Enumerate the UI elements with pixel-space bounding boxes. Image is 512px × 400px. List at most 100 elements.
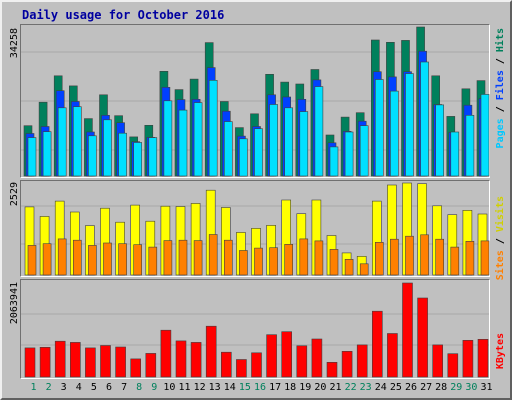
x-tick-label: 29 [450,382,463,393]
bar-sites [450,246,460,276]
bar-pages [193,102,203,177]
x-tick-label: 17 [269,382,282,393]
bar-pages [284,107,294,177]
bar-pages [178,109,188,177]
bar-pages [435,104,445,177]
bar-pages [344,131,354,177]
bar-kbytes [281,331,293,378]
x-tick-label: 30 [465,382,478,393]
bar-pages [103,119,112,177]
x-tick-label: 28 [435,382,448,393]
bar-sites [284,244,294,276]
x-tick-label: 11 [178,382,191,393]
bar-kbytes [39,346,51,378]
bar-sites [103,242,112,276]
bar-kbytes [100,345,111,378]
bar-sites [118,243,127,276]
x-tick-label: 9 [151,382,158,393]
bar-kbytes [371,310,383,378]
x-tick-label: 15 [238,382,251,393]
bar-pages [27,137,37,177]
x-tick-label: 5 [90,382,97,393]
bar-sites [254,247,263,276]
x-tick-label: 27 [420,382,433,393]
bar-sites [148,246,158,276]
bar-kbytes [160,329,172,378]
bar-sites [390,238,399,276]
bar-pages [314,86,324,177]
bar-sites [27,245,37,276]
bar-kbytes [447,353,459,378]
bar-pages [239,138,248,177]
x-tick-label: 3 [60,382,67,393]
bar-pages [224,121,233,177]
x-tick-label: 22 [344,382,357,393]
bar-sites [329,249,339,276]
bar-kbytes [205,325,217,378]
bar-pages [254,128,263,177]
bar-kbytes [175,340,187,378]
bar-pages [269,104,278,177]
x-tick-label: 19 [299,382,312,393]
x-axis-labels: 1 2 3 4 5 6 7 8 9 10 11 12 13 14 15 16 17 18 19 20 21 22 23 24 2… [20,382,492,396]
bar-kbytes [432,344,444,378]
bar-pages [299,111,309,177]
bar-sites [57,238,67,276]
bar-kbytes [477,338,489,378]
bar-pages [390,90,399,177]
bar-kbytes [130,358,141,378]
x-tick-label: 10 [163,382,176,393]
bar-sites [344,258,354,276]
bar-sites [163,240,173,276]
bar-pages [118,132,127,177]
bar-sites [193,240,203,276]
x-tick-label: 13 [208,382,221,393]
bar-sites [178,239,188,276]
x-tick-label: 7 [121,382,128,393]
x-tick-label: 26 [404,382,418,393]
bar-kbytes [85,347,96,378]
bar-kbytes [266,334,277,378]
x-tick-label: 23 [359,382,372,393]
x-tick-label: 16 [253,382,267,393]
bar-pages [405,73,414,177]
bar-sites [224,239,233,276]
bar-sites [208,234,218,276]
bar-kbytes [221,351,232,378]
bar-pages [42,131,52,177]
bar-kbytes [251,352,262,378]
x-tick-label: 12 [193,382,206,393]
bar-sites [239,250,248,276]
bar-pages [329,146,339,177]
bar-pages [133,142,142,177]
bar-kbytes [54,340,66,378]
bar-pages [88,135,97,177]
bar-kbytes [417,297,428,378]
bar-kbytes [326,361,338,378]
bar-pages [73,106,82,177]
chart-title: Daily usage for October 2016 [22,8,225,22]
x-tick-label: 4 [75,382,82,393]
bar-sites [405,235,414,276]
bar-pages [163,100,173,177]
bar-kbytes [24,347,36,378]
bar-pages [208,80,218,177]
x-tick-label: 8 [136,382,143,393]
bar-sites [314,240,324,276]
x-tick-label: 2 [45,382,52,393]
bar-sites [480,240,490,276]
bar-sites [420,234,429,276]
x-tick-label: 20 [314,382,327,393]
bar-sites [435,238,445,276]
x-tick-label: 14 [223,382,236,393]
bar-sites [465,241,475,276]
bar-pages [420,61,429,177]
bar-kbytes [236,359,247,378]
bar-pages [374,79,384,177]
bar-pages [450,131,460,177]
bar-pages [480,94,490,177]
bar-sites [73,239,82,276]
x-tick-label: 18 [284,382,297,393]
bar-kbytes [311,338,323,378]
